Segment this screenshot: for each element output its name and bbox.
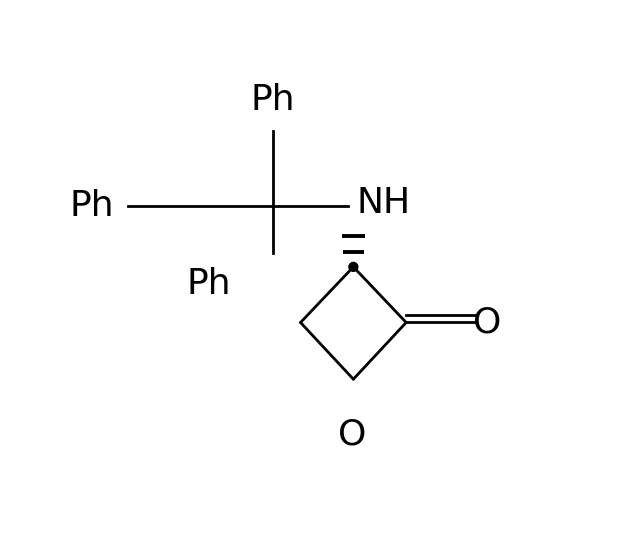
Text: Ph: Ph xyxy=(186,266,231,301)
Text: NH: NH xyxy=(357,186,411,220)
Text: Ph: Ph xyxy=(70,188,115,223)
Circle shape xyxy=(349,262,358,271)
Text: Ph: Ph xyxy=(250,83,295,117)
Text: O: O xyxy=(338,418,367,452)
Text: O: O xyxy=(472,305,501,340)
